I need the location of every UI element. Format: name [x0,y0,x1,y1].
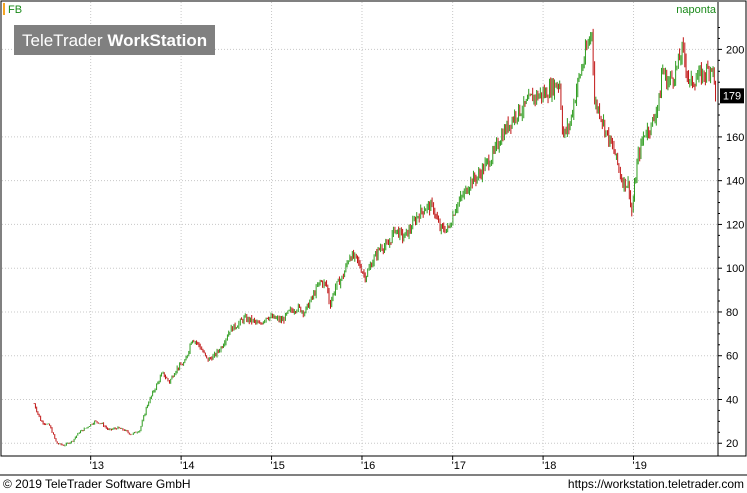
watermark-box [14,25,215,55]
copyright-text: © 2019 TeleTrader Software GmbH [3,477,191,491]
price-candles [33,28,717,447]
x-tick-label: '15 [271,460,285,472]
x-tick-label: '18 [542,460,556,472]
website-link[interactable]: https://workstation.teletrader.com [568,477,744,491]
watermark-logo: TeleTrader WorkStation [22,31,207,50]
y-tick-label: 100 [726,263,744,275]
x-tick-label: '17 [452,460,466,472]
y-tick-label: 200 [726,44,744,56]
symbol-label[interactable]: FB [8,4,22,16]
x-tick-label: '13 [90,460,104,472]
x-tick-label: '16 [361,460,375,472]
y-axis: 20 40 60 80 100 120 140 160 200 [717,2,744,456]
watermark-text-bold: WorkStation [107,31,207,50]
symbol-accent-bar [3,3,5,15]
x-tick-label: '19 [633,460,647,472]
period-label[interactable]: naponta [676,4,717,16]
last-price-marker: 179 [720,88,744,104]
plot-frame [0,0,747,457]
y-tick-label: 140 [726,176,744,188]
watermark-text-regular: TeleTrader [22,31,107,50]
x-tick-label: '14 [180,460,194,472]
y-tick-label: 60 [726,351,738,363]
y-tick-label: 120 [726,219,744,231]
y-tick-label: 160 [726,132,744,144]
last-price-value: 179 [723,90,741,102]
y-tick-label: 40 [726,394,738,406]
last-price-badge [720,88,744,104]
y-tick-label: 80 [726,307,738,319]
gridlines [2,2,718,456]
y-tick-label: 20 [726,438,738,450]
